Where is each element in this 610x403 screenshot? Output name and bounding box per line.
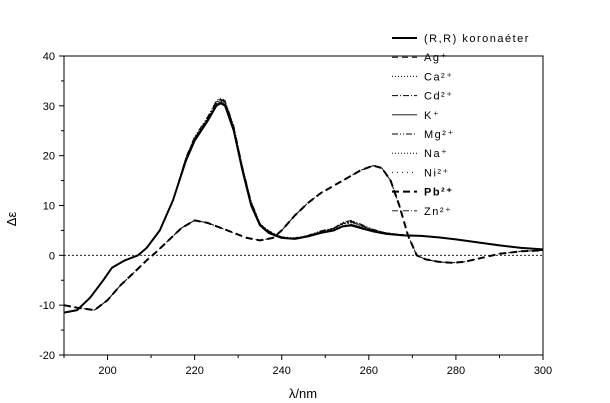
x-tick-label: 280 bbox=[447, 365, 465, 377]
x-tick-label: 220 bbox=[185, 365, 203, 377]
axes: 200 220 240 260 280 300 -20 -10 0 10 20 30 40 bbox=[39, 51, 552, 377]
plot-frame bbox=[63, 55, 544, 356]
legend-label: (R,R) koronaéter bbox=[424, 33, 530, 45]
legend-label: Zn²⁺ bbox=[424, 206, 452, 218]
y-tick-label: 20 bbox=[43, 151, 55, 163]
legend-label: Cd²⁺ bbox=[424, 91, 454, 103]
legend-label: Ag⁺ bbox=[424, 52, 448, 64]
legend-label: Pb²⁺ bbox=[424, 187, 454, 199]
series-line bbox=[63, 102, 544, 314]
legend-label: Ni²⁺ bbox=[424, 167, 450, 179]
y-tick-label: 30 bbox=[43, 101, 55, 113]
legend-label: K⁺ bbox=[424, 110, 440, 122]
series-line bbox=[63, 97, 544, 314]
series-line bbox=[63, 97, 544, 314]
x-tick-label: 300 bbox=[534, 365, 552, 377]
y-tick-label: 40 bbox=[43, 51, 55, 63]
y-tick-label: 0 bbox=[49, 250, 55, 262]
legend: (R,R) koronaéter Ag⁺ Ca²⁺ Cd²⁺ K⁺ Mg²⁺ Na⁺ Ni²⁺… bbox=[392, 33, 530, 218]
legend-label: Na⁺ bbox=[424, 148, 448, 160]
plot-area bbox=[63, 97, 544, 314]
series-line bbox=[63, 164, 544, 312]
y-axis-label: Δε bbox=[4, 212, 19, 227]
legend-label: Mg²⁺ bbox=[424, 129, 455, 141]
legend-label: Ca²⁺ bbox=[424, 71, 454, 83]
x-axis-label: λ/nm bbox=[289, 386, 317, 401]
x-tick-label: 240 bbox=[273, 365, 291, 377]
y-tick-label: -20 bbox=[39, 350, 55, 362]
y-tick-label: 10 bbox=[43, 201, 55, 213]
x-tick-label: 200 bbox=[98, 365, 116, 377]
x-tick-label: 260 bbox=[360, 365, 378, 377]
y-tick-label: -10 bbox=[39, 300, 55, 312]
